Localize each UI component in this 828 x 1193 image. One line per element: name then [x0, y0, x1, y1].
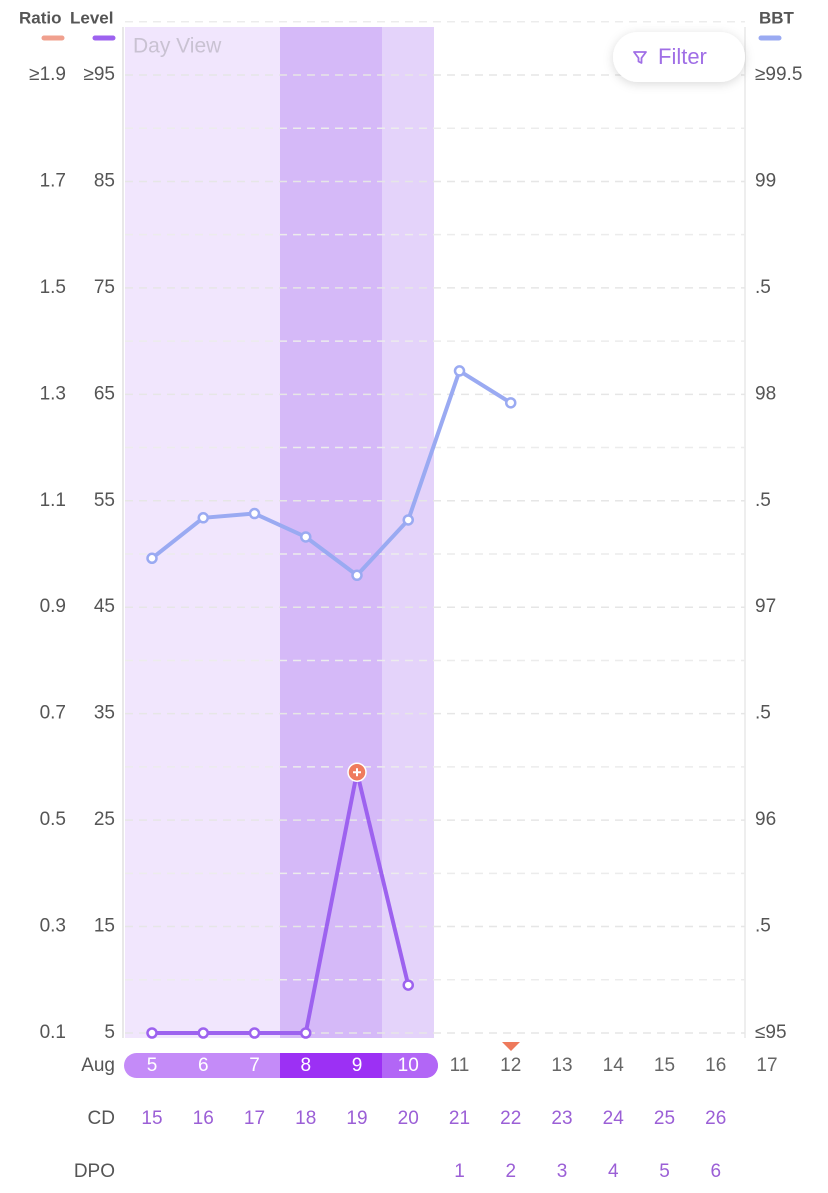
filter-button[interactable]: Filter: [613, 32, 745, 82]
y2-tick-label: ≥99.5: [755, 64, 802, 85]
filter-icon: [633, 51, 647, 64]
ratio-tick-label: 0.9: [40, 596, 66, 617]
filter-label[interactable]: Filter: [658, 44, 707, 69]
ratio-tick-label: 0.3: [40, 916, 66, 937]
cd-label: 26: [705, 1108, 726, 1129]
date-pill: [382, 1053, 438, 1078]
point: [505, 397, 517, 409]
legend: Ratio Level BBT: [19, 8, 795, 41]
row-label: CD: [88, 1108, 115, 1129]
legend-label: Ratio: [19, 8, 62, 27]
background: [122, 27, 746, 1038]
cd-label: 22: [500, 1108, 521, 1129]
cd-label: 16: [193, 1108, 214, 1129]
y-tick-label: 35: [94, 703, 115, 724]
x-tick-label: 11: [450, 1055, 470, 1076]
y2-tick-label: 97: [755, 596, 776, 617]
legend-label: BBT: [759, 8, 795, 27]
dpo-label: 6: [710, 1161, 721, 1182]
x-tick-label: 15: [654, 1055, 675, 1076]
y2-tick-label: .5: [755, 490, 771, 511]
ratio-tick-label: 0.1: [40, 1022, 66, 1043]
point: [146, 552, 158, 565]
y-tick-label: ≥95: [83, 64, 115, 85]
dpo-label: 4: [608, 1161, 619, 1182]
ratio-tick-label: 0.5: [40, 809, 66, 830]
point: [146, 1027, 158, 1039]
point: [402, 979, 414, 991]
row-label: DPO: [74, 1161, 115, 1182]
ratio-tick-label: 0.7: [40, 703, 66, 724]
dpo-label: 1: [454, 1161, 465, 1182]
y-tick-label: 75: [94, 277, 115, 298]
x-tick-label: 17: [756, 1055, 777, 1076]
point: [300, 531, 312, 543]
cd-label: 19: [346, 1108, 367, 1129]
filter-button-bg[interactable]: [613, 32, 745, 82]
cd-label: 18: [295, 1108, 316, 1129]
y-tick-label: 15: [94, 916, 115, 937]
y-tick-label: 5: [104, 1022, 115, 1043]
dpo-label: 2: [505, 1161, 516, 1182]
marks: [146, 365, 517, 1039]
x-tick-label: 7: [249, 1055, 260, 1076]
point: [248, 507, 261, 520]
point: [351, 569, 363, 582]
period-marker: [502, 1042, 520, 1051]
y-tick-label: 85: [94, 170, 115, 191]
cd-label: 20: [398, 1108, 419, 1129]
cd-label: 25: [654, 1108, 675, 1129]
peak-plus: [353, 768, 361, 777]
ratio-tick-label: 1.1: [40, 490, 66, 511]
point: [197, 512, 209, 524]
ratio-tick-label: 1.7: [40, 170, 66, 191]
y2-tick-label: .5: [755, 916, 771, 937]
y-tick-label: 25: [94, 809, 115, 830]
y2-tick-label: ≤95: [755, 1022, 787, 1043]
x-tick-label: 8: [300, 1055, 311, 1076]
y-tick-label: 65: [94, 383, 115, 404]
row-label: Aug: [81, 1055, 115, 1076]
point: [300, 1027, 312, 1039]
y-tick-label: 45: [94, 596, 115, 617]
series-line: [150, 368, 512, 578]
phase-band: [382, 27, 434, 1038]
y2-tick-label: 99: [755, 170, 776, 191]
cd-label: 23: [551, 1108, 572, 1129]
cd-label: 15: [141, 1108, 162, 1129]
x-tick-label: 13: [551, 1055, 572, 1076]
point: [453, 365, 466, 377]
x-tick-label: 14: [603, 1055, 625, 1076]
x-tick-label: 16: [705, 1055, 726, 1076]
x-tick-label: 9: [352, 1055, 363, 1076]
x-tick-label: 6: [198, 1055, 209, 1076]
point: [197, 1027, 209, 1039]
y2-tick-label: .5: [755, 703, 771, 724]
x-tick-label: 10: [398, 1055, 419, 1076]
dpo-label: 3: [557, 1161, 568, 1182]
point: [402, 514, 414, 526]
phase-band: [125, 27, 280, 1038]
view-label: Day View: [133, 35, 222, 58]
cd-label: 17: [244, 1108, 265, 1129]
point: [248, 1027, 261, 1039]
y2-tick-label: 96: [755, 809, 776, 830]
y2-tick-label: 98: [755, 383, 776, 404]
dpo-label: 5: [659, 1161, 670, 1182]
ratio-tick-label: 1.5: [40, 277, 66, 298]
ratio-tick-label: ≥1.9: [29, 64, 66, 85]
series-line: [152, 770, 411, 1035]
y-tick-label: 55: [94, 490, 115, 511]
ratio-tick-label: 1.3: [40, 383, 66, 404]
cd-label: 21: [449, 1108, 470, 1129]
x-tick-label: 5: [147, 1055, 158, 1076]
cd-label: 24: [603, 1108, 625, 1129]
date-pill: [280, 1053, 382, 1078]
legend-label: Level: [70, 8, 113, 27]
x-tick-label: 12: [500, 1055, 521, 1076]
y2-tick-label: .5: [755, 277, 771, 298]
